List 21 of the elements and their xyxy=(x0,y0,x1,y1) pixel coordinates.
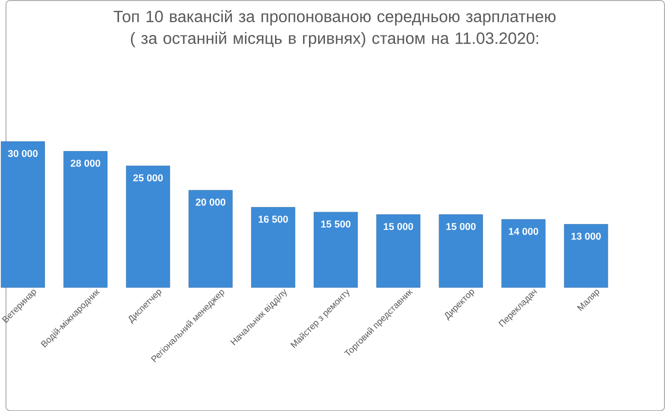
bar xyxy=(126,166,170,288)
data-label: 14 000 xyxy=(508,228,538,235)
bar xyxy=(188,190,233,288)
bar xyxy=(564,224,608,288)
data-label: 15 000 xyxy=(446,222,476,230)
data-label: 15 500 xyxy=(321,220,350,228)
data-label: 25 000 xyxy=(133,174,163,182)
bar xyxy=(0,141,45,288)
bar xyxy=(314,212,358,288)
data-label: 16 500 xyxy=(258,216,288,223)
data-label: 15 000 xyxy=(384,222,414,230)
data-label: 28 000 xyxy=(70,160,100,167)
bar xyxy=(438,214,483,288)
bar xyxy=(501,219,546,288)
data-label: 30 000 xyxy=(8,150,38,157)
bar xyxy=(376,214,420,288)
chart-title: Топ 10 вакансій за пропонованою середньою зарплатнею ( за останній місяць в гривнях) станом на 11.03.2020: xyxy=(114,10,556,48)
data-label: 13 000 xyxy=(572,232,601,240)
data-label: 20 000 xyxy=(196,198,226,206)
bar xyxy=(63,151,108,288)
bar xyxy=(251,206,296,288)
